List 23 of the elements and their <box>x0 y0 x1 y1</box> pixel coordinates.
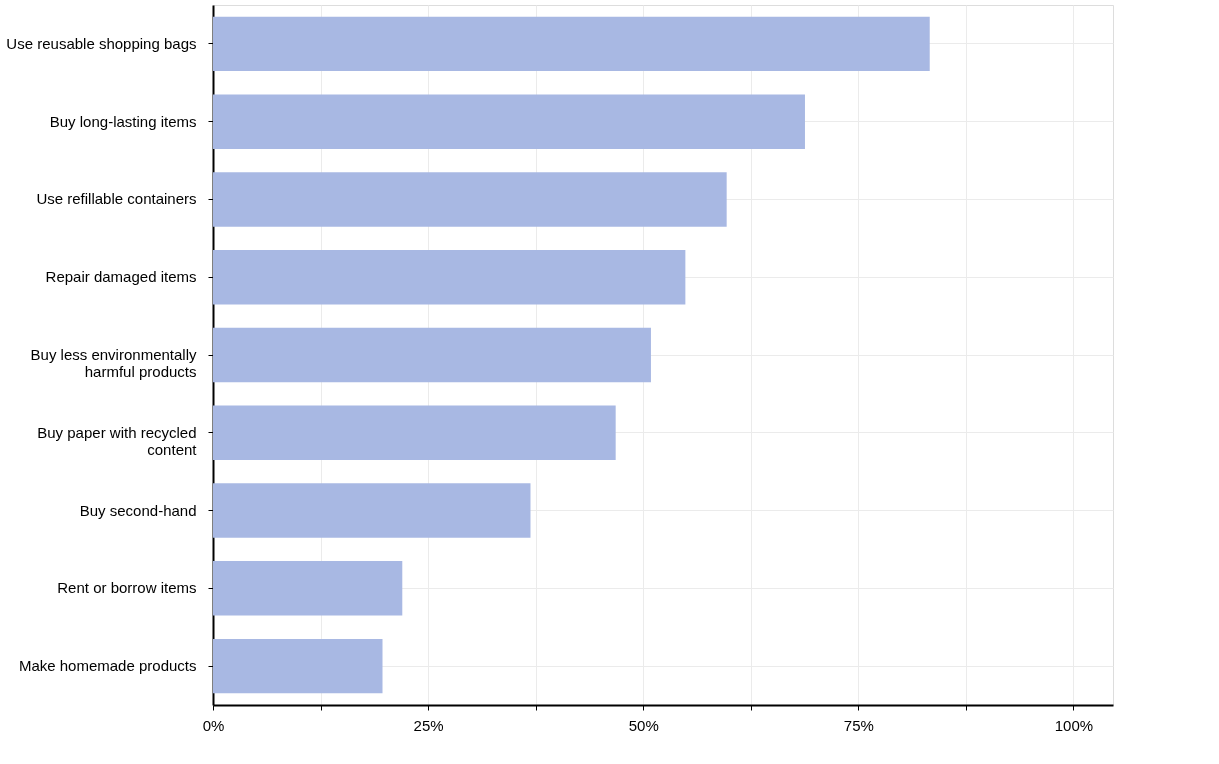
bar <box>213 250 686 305</box>
x-tick-label: 75% <box>843 716 874 734</box>
bar <box>213 94 805 149</box>
x-tick-label: 25% <box>413 716 444 734</box>
y-tick-label: Buy second-hand <box>79 501 197 519</box>
y-tick-label: Make homemade products <box>18 657 197 675</box>
x-tick-label: 50% <box>628 716 659 734</box>
bar <box>213 327 651 383</box>
bar <box>213 16 930 72</box>
bar <box>213 483 531 538</box>
y-tick-label: Use refillable containers <box>36 190 197 208</box>
y-tick-label: Buy paper with recycled content <box>37 423 198 458</box>
bar <box>213 638 383 694</box>
x-tick-label: 0% <box>202 716 225 734</box>
x-tick-label: 100% <box>1054 716 1094 734</box>
bar <box>213 172 727 227</box>
y-tick-label: Rent or borrow items <box>57 579 197 597</box>
bar <box>213 405 616 460</box>
bar <box>213 561 403 616</box>
y-tick-label: Use reusable shopping bags <box>6 34 197 52</box>
y-tick-label: Repair damaged items <box>45 268 197 286</box>
y-tick-label: Buy long-lasting items <box>49 112 197 130</box>
y-tick-label: Buy less environmentally harmful products <box>30 346 197 380</box>
